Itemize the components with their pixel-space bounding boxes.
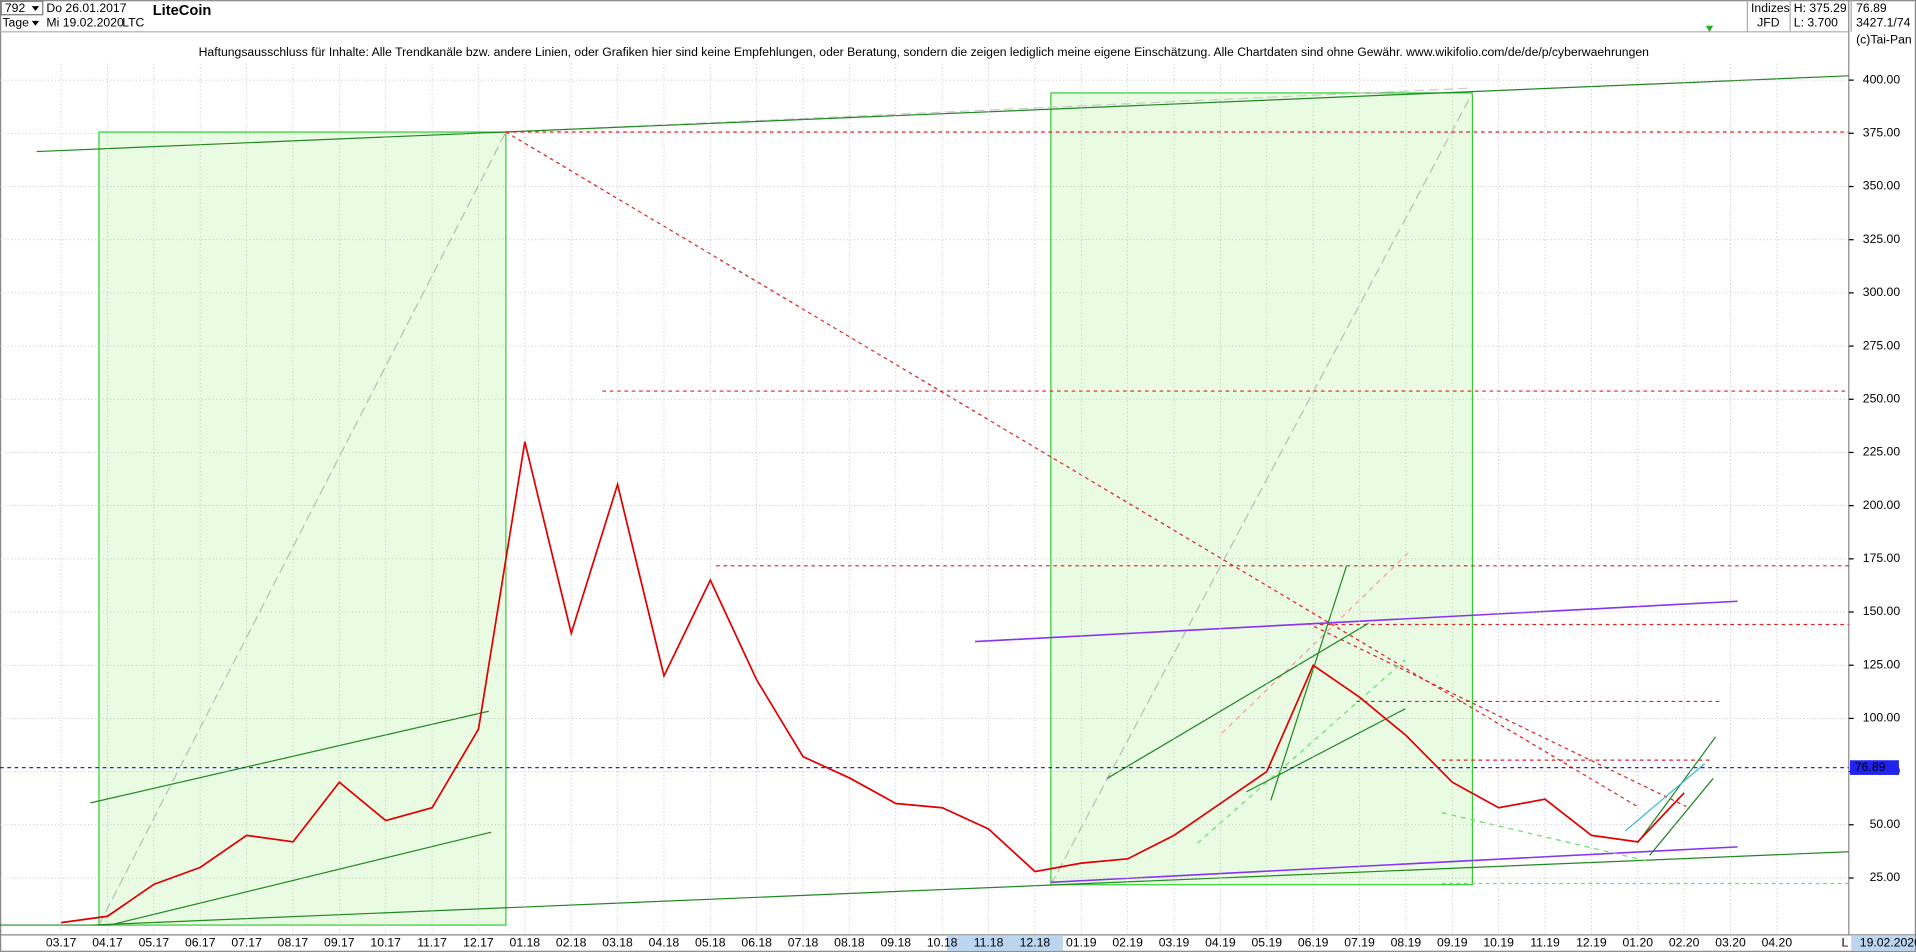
trend <box>1106 622 1369 779</box>
dropdown-icon <box>31 6 40 12</box>
trend <box>91 851 1849 926</box>
x-tick-label: 04.17 <box>92 936 123 950</box>
y-tick-label: 25.00 <box>1870 870 1901 884</box>
x-tick-label: 09.18 <box>881 936 912 950</box>
diag <box>1050 92 1473 886</box>
trend <box>1197 659 1406 844</box>
x-tick-label: 11.17 <box>417 936 447 950</box>
instrument: LiteCoin <box>153 3 212 19</box>
interval[interactable]: Tage <box>2 15 29 29</box>
x-tick-label: 11.18 <box>974 936 1004 950</box>
period: 792 <box>5 1 26 15</box>
x-tick-label: 06.17 <box>185 936 216 950</box>
x-tick-label: 10.18 <box>927 936 958 950</box>
price-line <box>60 441 1685 924</box>
x-tick-label: 12.19 <box>1576 936 1607 950</box>
y-tick-label: 200.00 <box>1863 498 1901 512</box>
x-tick-label: 11.19 <box>1530 936 1560 950</box>
y-tick-label: 250.00 <box>1863 391 1901 405</box>
y-tick-label: 100.00 <box>1863 711 1901 725</box>
last-price-label: 76.89 <box>1855 760 1886 774</box>
trend <box>975 600 1738 643</box>
x-tick-label: 03.19 <box>1159 936 1190 950</box>
x-tick-label: 08.17 <box>278 936 309 950</box>
x-tick-label: 07.18 <box>788 936 819 950</box>
axis-highlight <box>947 936 1064 951</box>
disclaimer: Haftungsausschluss für Inhalte: Alle Tre… <box>199 45 1649 59</box>
trend <box>109 831 492 926</box>
y-tick-label: 375.00 <box>1863 126 1901 140</box>
corner-label: L <box>1841 936 1848 950</box>
x-tick-label: 03.20 <box>1715 936 1746 950</box>
last-price-tag <box>1850 760 1899 775</box>
drawings <box>0 75 1849 926</box>
current-date: 19.02.2020 <box>1860 936 1916 950</box>
x-tick-label: 04.19 <box>1205 936 1236 950</box>
trend <box>1441 812 1650 863</box>
y-tick-label: 125.00 <box>1863 657 1901 671</box>
diag <box>98 131 507 926</box>
x-tick-label: 07.17 <box>231 936 262 950</box>
x-tick-label: 08.18 <box>834 936 865 950</box>
trend <box>1270 565 1348 801</box>
x-tick-label: 03.18 <box>602 936 633 950</box>
x-tick-label: 03.17 <box>46 936 77 950</box>
x-tick-label: 12.18 <box>1020 936 1051 950</box>
plot: 25.0050.0075.00100.00125.00150.00175.002… <box>0 63 1916 950</box>
x-tick-label: 05.18 <box>695 936 726 950</box>
x-tick-label: 07.19 <box>1344 936 1375 950</box>
start-date: Do 26.01.2017 <box>46 1 126 15</box>
axis-highlight <box>1851 936 1915 951</box>
y-tick-label: 175.00 <box>1863 551 1901 565</box>
x-tick-label: 10.19 <box>1483 936 1514 950</box>
x-tick-label: 12.17 <box>463 936 494 950</box>
x-tick-label: 06.18 <box>741 936 772 950</box>
x-tick-label: 04.20 <box>1762 936 1793 950</box>
x-tick-label: 09.19 <box>1437 936 1468 950</box>
trend <box>1636 736 1717 844</box>
x-tick-label: 10.17 <box>370 936 401 950</box>
y-tick-label: 300.00 <box>1863 285 1901 299</box>
end-date: Mi 19.02.2020 <box>46 15 124 29</box>
trend <box>1624 763 1705 832</box>
ref: 3427.1/74 <box>1856 15 1911 29</box>
x-tick-label: 01.19 <box>1066 936 1097 950</box>
x-tick-label: 04.18 <box>649 936 680 950</box>
y-tick-label: 225.00 <box>1863 445 1901 459</box>
last: 76.89 <box>1856 1 1887 15</box>
market: Indizes <box>1751 1 1790 15</box>
y-tick-label: 350.00 <box>1863 179 1901 193</box>
trend <box>36 75 1849 153</box>
high: H: 375.29 <box>1794 1 1847 15</box>
x-tick-label: 01.20 <box>1622 936 1653 950</box>
y-tick-label: 150.00 <box>1863 604 1901 618</box>
y-tick-label: 400.00 <box>1863 72 1901 86</box>
y-tick-label: 325.00 <box>1863 232 1901 246</box>
low: L: 3.700 <box>1794 15 1838 29</box>
marker <box>1705 25 1714 32</box>
x-tick-label: 01.18 <box>510 936 541 950</box>
trend <box>1050 846 1738 884</box>
x-tick-label: 02.19 <box>1112 936 1143 950</box>
period-box[interactable] <box>0 0 44 16</box>
x-tick-label: 02.20 <box>1669 936 1700 950</box>
x-tick-label: 05.17 <box>139 936 170 950</box>
broker: JFD <box>1757 15 1780 29</box>
x-tick-label: 02.18 <box>556 936 587 950</box>
x-tick-label: 09.17 <box>324 936 355 950</box>
trend <box>1246 708 1406 793</box>
x-tick-label: 06.19 <box>1298 936 1329 950</box>
x-tick-label: 08.19 <box>1391 936 1422 950</box>
trend <box>90 710 489 804</box>
symbol: LTC <box>122 15 144 29</box>
trend <box>1649 778 1714 856</box>
copyright: (c)Tai-Pan <box>1856 33 1912 47</box>
y-tick-label: 275.00 <box>1863 338 1901 352</box>
y-tick-label: 50.00 <box>1870 817 1901 831</box>
dropdown-icon <box>31 20 40 26</box>
diag <box>1221 549 1412 734</box>
x-tick-label: 05.19 <box>1252 936 1283 950</box>
